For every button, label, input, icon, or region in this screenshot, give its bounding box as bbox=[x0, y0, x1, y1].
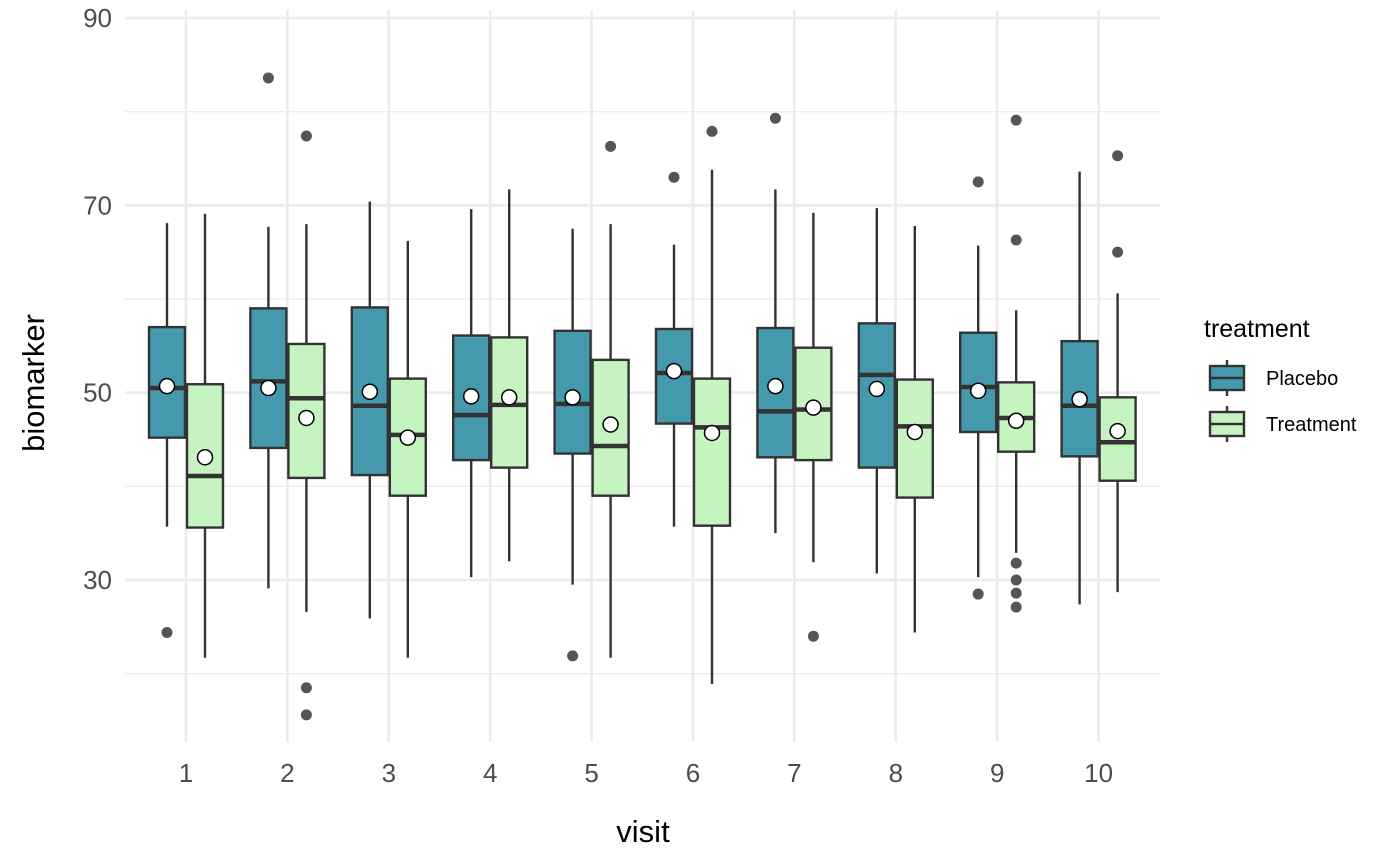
outlier-point bbox=[1112, 150, 1124, 162]
mean-marker bbox=[196, 449, 214, 466]
box-iqr bbox=[692, 377, 732, 527]
legend: treatment Placebo Treatment bbox=[1204, 315, 1357, 442]
legend-item-treatment: Treatment bbox=[1208, 406, 1357, 442]
mean-marker bbox=[906, 423, 924, 441]
box-treatment-visit-10 bbox=[1098, 150, 1137, 593]
box-treatment-visit-8 bbox=[895, 225, 934, 633]
mean-marker bbox=[1007, 412, 1025, 430]
mean-marker bbox=[260, 379, 277, 397]
boxes-layer bbox=[147, 72, 1137, 721]
box-placebo-visit-10 bbox=[1060, 171, 1099, 605]
outlier-point bbox=[1010, 574, 1022, 586]
x-tick-label: 2 bbox=[280, 758, 294, 788]
box-placebo-visit-2 bbox=[249, 72, 288, 589]
y-tick-label: 90 bbox=[83, 3, 112, 33]
legend-item-placebo: Placebo bbox=[1208, 360, 1338, 396]
mean-marker bbox=[564, 389, 581, 406]
box-placebo-visit-3 bbox=[350, 201, 389, 619]
outlier-point bbox=[972, 588, 984, 600]
outlier-point bbox=[972, 176, 984, 188]
outlier-point bbox=[300, 709, 312, 721]
box-placebo-visit-9 bbox=[959, 176, 998, 600]
x-tick-label: 7 bbox=[787, 758, 801, 788]
x-tick-label: 8 bbox=[889, 758, 903, 788]
y-axis-ticks: 30 50 70 90 bbox=[83, 3, 112, 595]
y-tick-label: 70 bbox=[83, 190, 112, 220]
outlier-point bbox=[262, 72, 274, 84]
box-iqr bbox=[249, 307, 288, 450]
outlier-point bbox=[769, 112, 781, 124]
y-tick-label: 50 bbox=[83, 378, 112, 408]
mean-marker bbox=[767, 377, 784, 395]
x-tick-label: 1 bbox=[179, 758, 193, 788]
mean-marker bbox=[665, 362, 683, 380]
outlier-point bbox=[807, 630, 819, 642]
mean-marker bbox=[1109, 422, 1126, 440]
box-placebo-visit-7 bbox=[756, 112, 795, 534]
legend-label: Treatment bbox=[1266, 414, 1357, 436]
mean-marker bbox=[602, 416, 619, 433]
mean-marker bbox=[158, 377, 176, 395]
x-axis-title: visit bbox=[616, 814, 670, 849]
mean-marker bbox=[1071, 390, 1088, 408]
box-treatment-visit-1 bbox=[185, 213, 225, 658]
mean-marker bbox=[969, 382, 987, 400]
x-tick-label: 6 bbox=[686, 758, 700, 788]
outlier-point bbox=[605, 140, 617, 152]
outlier-point bbox=[1010, 587, 1022, 599]
x-tick-label: 3 bbox=[382, 758, 396, 788]
legend-title: treatment bbox=[1204, 315, 1310, 343]
x-tick-label: 5 bbox=[584, 758, 598, 788]
mean-marker bbox=[703, 424, 721, 442]
box-placebo-visit-6 bbox=[654, 171, 694, 527]
box-iqr bbox=[350, 306, 389, 477]
outlier-point bbox=[567, 650, 579, 662]
x-tick-label: 4 bbox=[483, 758, 497, 788]
mean-marker bbox=[805, 399, 822, 416]
box-placebo-visit-8 bbox=[857, 208, 896, 574]
box-treatment-visit-9 bbox=[997, 114, 1036, 613]
outlier-point bbox=[161, 626, 173, 638]
y-tick-label: 30 bbox=[83, 565, 112, 595]
outlier-point bbox=[300, 682, 312, 694]
outlier-point bbox=[1010, 114, 1022, 126]
outlier-point bbox=[668, 171, 680, 183]
mean-marker bbox=[399, 429, 417, 446]
box-placebo-visit-4 bbox=[452, 209, 491, 578]
box-treatment-visit-7 bbox=[794, 212, 833, 642]
outlier-point bbox=[1112, 246, 1124, 258]
outlier-point bbox=[300, 130, 312, 142]
outlier-point bbox=[706, 125, 718, 137]
box-treatment-visit-4 bbox=[490, 189, 529, 562]
y-axis-title: biomarker bbox=[16, 314, 51, 452]
mean-marker bbox=[298, 409, 315, 427]
mean-marker bbox=[462, 388, 480, 405]
legend-label: Placebo bbox=[1266, 368, 1338, 390]
outlier-point bbox=[1010, 601, 1022, 613]
box-treatment-visit-5 bbox=[591, 140, 630, 658]
mean-marker bbox=[500, 389, 518, 406]
outlier-point bbox=[1010, 234, 1022, 246]
mean-marker bbox=[361, 383, 379, 400]
mean-marker bbox=[868, 380, 886, 398]
box-treatment-visit-6 bbox=[692, 125, 732, 684]
x-tick-label: 10 bbox=[1084, 758, 1113, 788]
outlier-point bbox=[1010, 557, 1022, 569]
box-iqr bbox=[959, 331, 998, 434]
box-placebo-visit-5 bbox=[553, 228, 592, 662]
box-placebo-visit-1 bbox=[147, 223, 187, 638]
x-tick-label: 9 bbox=[990, 758, 1004, 788]
x-axis-ticks: 1 2 3 4 5 6 7 8 9 10 bbox=[179, 758, 1113, 788]
box-treatment-visit-3 bbox=[388, 240, 427, 658]
box-treatment-visit-2 bbox=[287, 130, 326, 721]
